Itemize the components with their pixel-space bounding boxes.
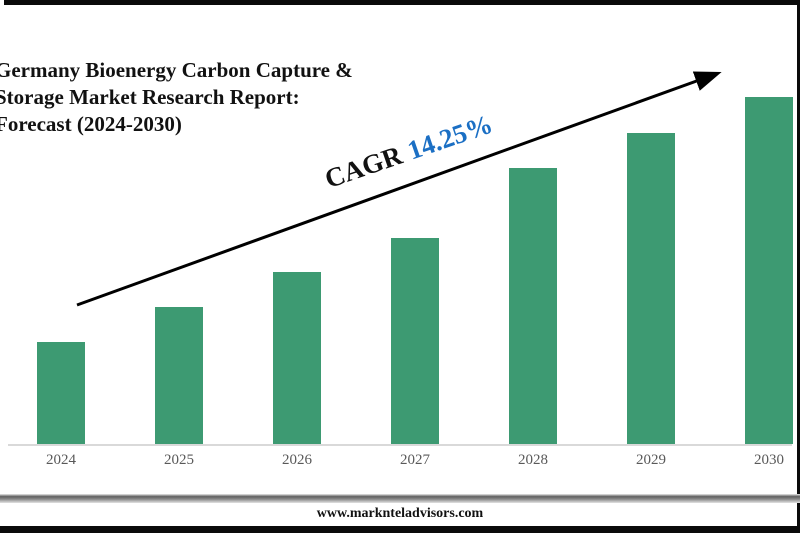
x-tick-label-2028: 2028 [518, 452, 548, 468]
bar-2030 [745, 97, 793, 444]
right-border-bar [797, 0, 800, 533]
bar-2024 [37, 342, 85, 444]
x-tick-label-2025: 2025 [164, 452, 194, 468]
x-tick-label-2029: 2029 [636, 452, 666, 468]
footer-url: www.marknteladvisors.com [316, 506, 484, 521]
footer-divider [0, 494, 800, 503]
bar-2026 [273, 272, 321, 444]
bar-2025 [155, 307, 203, 444]
bar-2027 [391, 238, 439, 444]
top-border-bar [4, 0, 800, 5]
x-tick-label-2027: 2027 [400, 452, 430, 468]
bottom-border-bar [0, 526, 800, 533]
x-tick-label-2024: 2024 [46, 452, 76, 468]
bar-2029 [627, 133, 675, 444]
x-axis-line [8, 444, 792, 446]
x-tick-label-2026: 2026 [282, 452, 312, 468]
x-tick-label-2030: 2030 [754, 452, 784, 468]
bar-2028 [509, 168, 557, 444]
